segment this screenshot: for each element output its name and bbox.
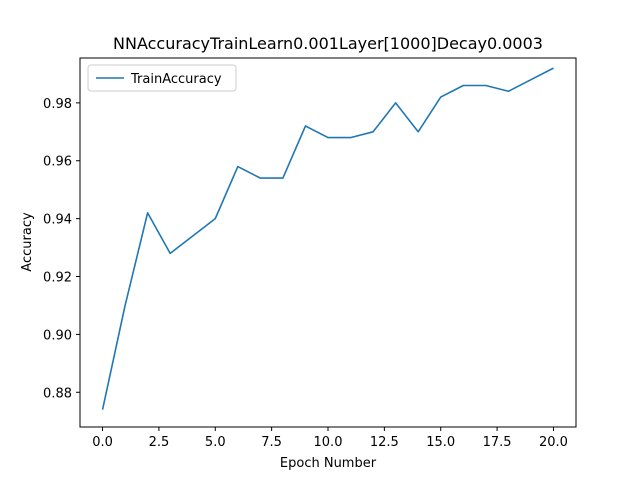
x-tick-label: 0.0 xyxy=(92,435,113,450)
x-tick-label: 10.0 xyxy=(314,435,343,450)
data-point xyxy=(372,131,374,133)
data-point xyxy=(124,304,126,306)
data-point xyxy=(462,84,464,86)
data-point xyxy=(169,252,171,254)
data-point xyxy=(485,84,487,86)
axes-frame xyxy=(79,57,577,428)
data-point xyxy=(507,90,509,92)
x-axis-label: Epoch Number xyxy=(280,456,377,471)
chart-title: NNAccuracyTrainLearn0.001Layer[1000]Deca… xyxy=(113,34,543,53)
x-tick-label: 20.0 xyxy=(539,435,568,450)
y-tick-label: 0.92 xyxy=(43,271,72,286)
data-point xyxy=(394,102,396,104)
x-tick-label: 17.5 xyxy=(483,435,512,450)
y-tick-label: 0.98 xyxy=(43,97,72,112)
series-line-trainaccuracy xyxy=(101,67,554,410)
y-tick-label: 0.88 xyxy=(43,386,72,401)
data-point xyxy=(349,136,351,138)
data-point xyxy=(237,165,239,167)
data-point xyxy=(440,96,442,98)
data-point xyxy=(552,67,554,69)
x-tick-label: 5.0 xyxy=(205,435,226,450)
y-tick-label: 0.96 xyxy=(43,155,72,170)
plot-area: 0.0 2.5 5.0 7.5 10.0 12.5 15.0 17.5 20.0 0.88 0.90… xyxy=(43,67,568,450)
legend: TrainAccuracy xyxy=(87,64,237,92)
data-point xyxy=(214,217,216,219)
x-tick-label: 7.5 xyxy=(261,435,282,450)
data-point xyxy=(417,131,419,133)
data-point xyxy=(192,235,194,237)
y-tick-label: 0.90 xyxy=(43,328,72,343)
legend-box xyxy=(87,64,237,92)
y-axis-label: Accuracy xyxy=(20,212,35,272)
data-point xyxy=(327,136,329,138)
legend-label: TrainAccuracy xyxy=(130,72,222,87)
y-tick-label: 0.94 xyxy=(43,213,72,228)
x-tick-label: 15.0 xyxy=(426,435,455,450)
data-point xyxy=(146,212,148,214)
data-point xyxy=(282,177,284,179)
x-tick-label: 12.5 xyxy=(370,435,399,450)
data-point xyxy=(101,408,103,410)
data-point xyxy=(304,125,306,127)
x-tick-label: 2.5 xyxy=(149,435,170,450)
data-point xyxy=(259,177,261,179)
data-point xyxy=(530,79,532,81)
